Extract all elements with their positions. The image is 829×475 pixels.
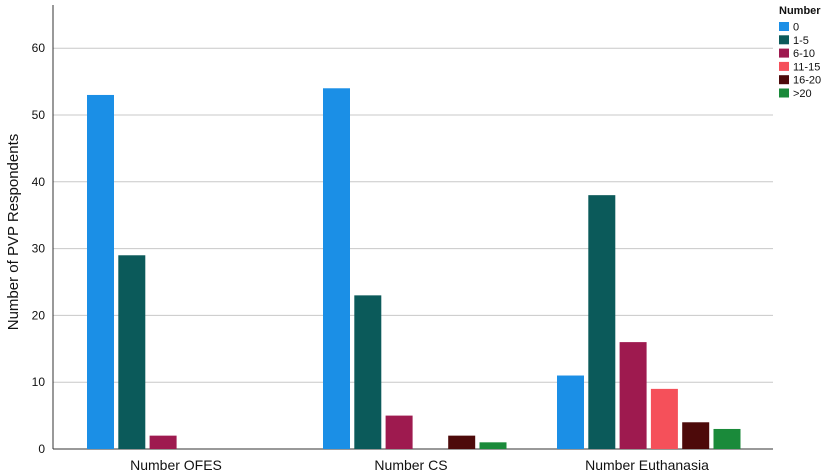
- legend-swatch: [779, 88, 789, 98]
- category-label: Number Euthanasia: [585, 457, 709, 473]
- y-tick-label: 0: [38, 442, 45, 456]
- bar: [323, 88, 350, 449]
- bars: [87, 88, 741, 450]
- legend-label: >20: [793, 88, 812, 100]
- bar: [149, 435, 177, 449]
- legend-swatch: [779, 61, 789, 71]
- y-tick-label: 20: [32, 308, 46, 322]
- y-tick-label: 30: [32, 242, 46, 256]
- legend-swatch: [779, 35, 789, 45]
- legend-label: 1-5: [793, 35, 809, 47]
- legend-swatch: [779, 75, 789, 85]
- bar: [682, 422, 710, 449]
- bar: [385, 415, 413, 449]
- y-tick-label: 40: [32, 175, 46, 189]
- legend-label: 0: [793, 22, 799, 34]
- bar: [619, 342, 647, 449]
- y-axis-title: Number of PVP Respondents: [5, 134, 22, 331]
- gridlines: [53, 47, 773, 383]
- bar: [588, 195, 616, 449]
- category-labels: Number OFES Number CS Number Euthanasia: [130, 457, 709, 473]
- legend-title: Number: [779, 5, 821, 17]
- legend-label: 6-10: [793, 48, 815, 60]
- y-tick-label: 50: [32, 108, 46, 122]
- legend-swatch: [779, 22, 789, 31]
- bar: [557, 375, 584, 449]
- bar: [448, 435, 476, 449]
- bar: [713, 428, 741, 449]
- category-label: Number OFES: [130, 457, 222, 473]
- bar: [650, 388, 678, 449]
- legend-label: 16-20: [793, 75, 821, 87]
- legend-swatch: [779, 48, 789, 58]
- y-tick-label: 10: [32, 375, 46, 389]
- bar: [479, 442, 507, 449]
- bar: [118, 255, 146, 449]
- bar: [354, 295, 382, 449]
- legend-label: 11-15: [793, 61, 820, 73]
- y-tick-labels: 0 10 20 30 40 50 60: [32, 41, 46, 456]
- bar: [87, 94, 114, 450]
- category-label: Number CS: [374, 457, 447, 473]
- y-tick-label: 60: [32, 41, 46, 55]
